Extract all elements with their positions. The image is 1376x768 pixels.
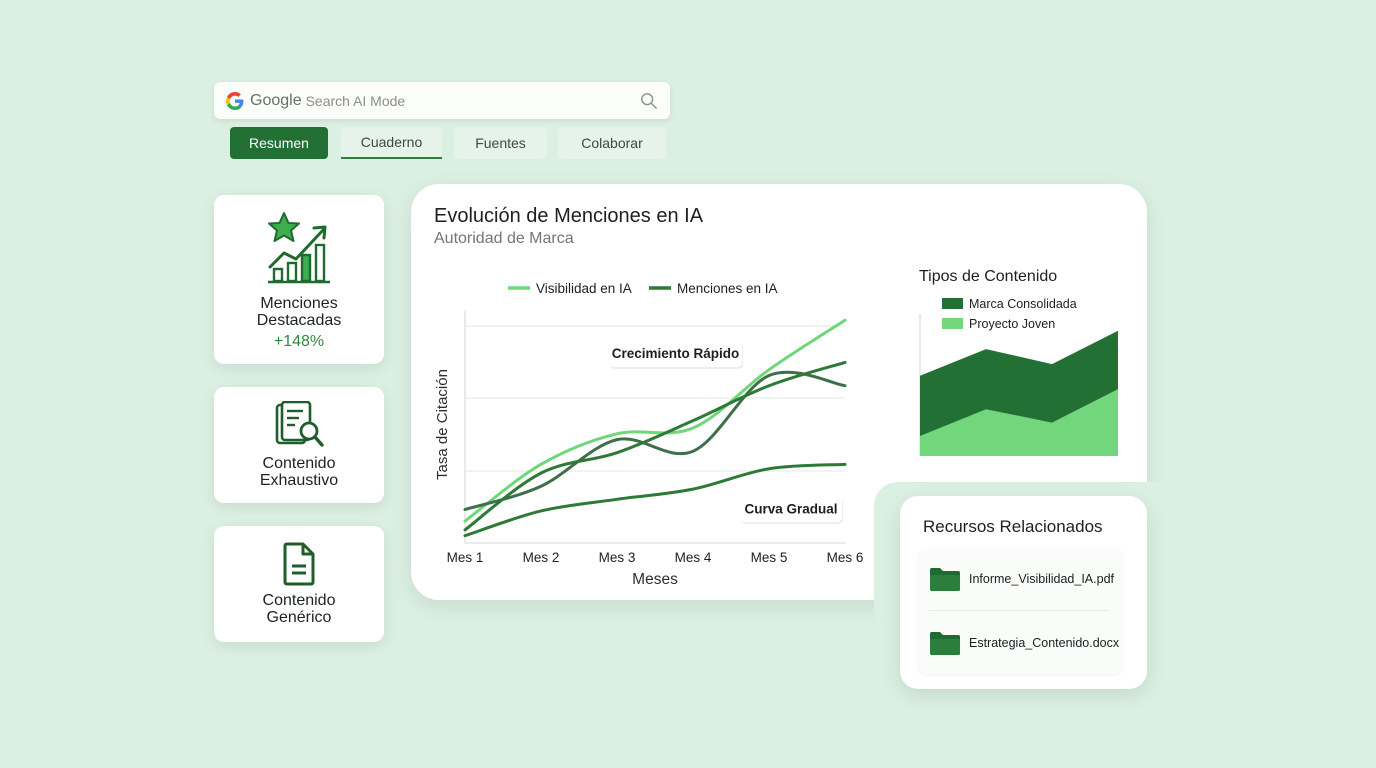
tab-label: Colaborar bbox=[581, 135, 643, 151]
tab-colaborar[interactable]: Colaborar bbox=[558, 127, 666, 159]
annotation-label: Curva Gradual bbox=[744, 502, 837, 517]
x-tick-label: Mes 5 bbox=[751, 550, 788, 565]
legend-label: Menciones en IA bbox=[677, 281, 778, 296]
tab-cuaderno[interactable]: Cuaderno bbox=[341, 127, 442, 159]
x-axis-title: Meses bbox=[632, 571, 678, 588]
resource-name: Informe_Visibilidad_IA.pdf bbox=[969, 572, 1114, 586]
legend-label-marca-consolidada: Marca Consolidada bbox=[969, 297, 1077, 311]
series-line-2 bbox=[463, 462, 847, 538]
line-chart: Mes 1 Mes 2 Mes 3 Mes 4 Mes 5 Mes 6 Meses Tasa … bbox=[434, 281, 864, 588]
annotation-label: Crecimiento Rápido bbox=[612, 346, 740, 361]
tab-label: Cuaderno bbox=[360, 134, 423, 150]
area-chart-title: Tipos de Contenido bbox=[919, 268, 1057, 285]
card-label-line: Contenido bbox=[262, 455, 336, 472]
area-series-2 bbox=[920, 389, 1118, 456]
x-tick-label: Mes 1 bbox=[447, 550, 484, 565]
chart-subtitle: Autoridad de Marca bbox=[434, 230, 574, 247]
y-axis-title: Tasa de Citación bbox=[434, 369, 451, 480]
divider bbox=[929, 610, 1110, 611]
area-chart: Tipos de Contenido Marca Consolidada Pro… bbox=[919, 268, 1118, 456]
card-label-line: Contenido bbox=[262, 592, 336, 609]
x-tick-label: Mes 2 bbox=[523, 550, 560, 565]
search-brand: Google bbox=[250, 91, 302, 109]
tab-label: Fuentes bbox=[475, 135, 526, 151]
tab-resumen[interactable]: Resumen bbox=[230, 127, 328, 159]
annotation-box bbox=[740, 495, 842, 522]
card-value: +148% bbox=[273, 333, 325, 350]
search-icon[interactable] bbox=[640, 92, 658, 110]
legend-swatch-proyecto-joven bbox=[942, 318, 963, 329]
series-line-1 bbox=[463, 318, 847, 523]
google-logo-icon bbox=[226, 91, 244, 110]
legend-label: Visibilidad en IA bbox=[536, 281, 632, 296]
legend-label-proyecto-joven: Proyecto Joven bbox=[969, 317, 1055, 331]
card-label-line: Exhaustivo bbox=[259, 472, 339, 489]
tab-label: Resumen bbox=[249, 135, 309, 151]
x-tick-label: Mes 4 bbox=[675, 550, 712, 565]
folder-icon bbox=[930, 568, 960, 591]
document-search-icon bbox=[275, 401, 324, 447]
card-menciones-destacadas[interactable]: Menciones Destacadas +148% bbox=[214, 195, 384, 364]
tab-fuentes[interactable]: Fuentes bbox=[454, 127, 547, 159]
star-growth-chart-icon bbox=[268, 212, 330, 284]
chart-title: Evolución de Menciones en IA bbox=[434, 205, 704, 227]
card-contenido-exhaustivo[interactable]: Contenido Exhaustivo bbox=[214, 387, 384, 503]
card-label: Contenido Exhaustivo bbox=[260, 455, 338, 489]
card-label: Menciones Destacadas bbox=[257, 295, 342, 329]
card-label: Contenido Genérico bbox=[263, 592, 336, 626]
resource-item-estrategia[interactable]: Estrategia_Contenido.docx bbox=[929, 630, 1119, 656]
card-contenido-generico[interactable]: Contenido Genérico bbox=[214, 526, 384, 642]
resources-title: Recursos Relacionados bbox=[923, 517, 1103, 536]
series-line-3 bbox=[463, 370, 847, 512]
search-bar[interactable]: Google Search AI Mode bbox=[214, 82, 670, 119]
series-line-4 bbox=[463, 360, 847, 532]
resource-name: Estrategia_Contenido.docx bbox=[969, 636, 1120, 650]
card-label-line: Genérico bbox=[266, 609, 332, 626]
search-input[interactable]: Search AI Mode bbox=[305, 92, 406, 109]
resource-item-informe[interactable]: Informe_Visibilidad_IA.pdf bbox=[929, 566, 1114, 592]
document-icon bbox=[283, 542, 315, 586]
legend-swatch-marca-consolidada bbox=[942, 298, 963, 309]
card-label-line: Destacadas bbox=[256, 312, 342, 329]
card-label-line: Menciones bbox=[260, 295, 338, 312]
annotation-box bbox=[609, 339, 742, 367]
x-tick-label: Mes 3 bbox=[599, 550, 636, 565]
folder-icon bbox=[930, 632, 960, 655]
x-tick-label: Mes 6 bbox=[827, 550, 864, 565]
